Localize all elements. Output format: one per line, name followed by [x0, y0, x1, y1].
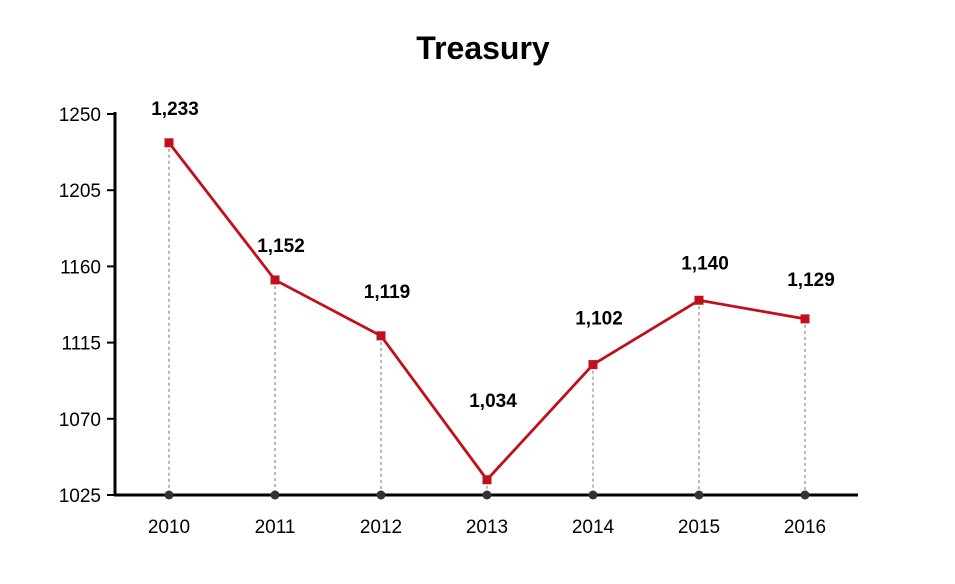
drop-lines [168, 142, 806, 495]
data-point-2010 [164, 138, 174, 148]
x-tick-label-2011: 2011 [255, 517, 296, 538]
baseline-marker-2012 [376, 490, 386, 500]
data-label-2012: 1,119 [364, 282, 411, 303]
data-label-2013: 1,034 [469, 391, 517, 412]
y-tick-label-1070: 1070 [59, 410, 101, 431]
y-tick-label-1160: 1160 [60, 257, 101, 278]
data-label-2014: 1,102 [575, 309, 623, 330]
x-tick-label-2010: 2010 [148, 517, 190, 538]
data-labels: 1,233 1,152 1,119 1,034 1,102 1,140 1,129 [151, 99, 835, 412]
baseline-marker-2011 [270, 490, 280, 500]
x-tick-label-2013: 2013 [466, 517, 508, 538]
data-label-2010: 1,233 [151, 99, 199, 120]
series-line [167, 141, 806, 482]
data-point-2014 [588, 360, 598, 370]
data-point-2016 [800, 314, 810, 324]
data-point-2011 [270, 275, 280, 285]
baseline-marker-2013 [482, 490, 492, 500]
x-tick-label-2015: 2015 [678, 517, 720, 538]
x-axis-ticks: 2010 2011 2012 2013 2014 2015 2016 [148, 517, 826, 538]
y-tick-label-1025: 1025 [59, 486, 101, 507]
baseline-marker-2010 [164, 490, 174, 500]
baseline-marker-2014 [588, 490, 598, 500]
baseline-markers [164, 490, 810, 500]
y-axis-ticks: 1025 1070 1115 1160 1205 1250 [59, 105, 115, 507]
x-tick-label-2014: 2014 [572, 517, 615, 538]
data-point-2015 [694, 295, 704, 305]
baseline-marker-2016 [800, 490, 810, 500]
y-tick-label-1250: 1250 [59, 105, 101, 126]
y-tick-label-1115: 1115 [62, 334, 101, 355]
data-point-2012 [376, 331, 386, 341]
x-tick-label-2016: 2016 [784, 517, 826, 538]
y-tick-label-1205: 1205 [59, 181, 101, 202]
data-label-2016: 1,129 [787, 270, 835, 291]
series [164, 138, 810, 485]
data-point-2013 [482, 475, 492, 485]
baseline-marker-2015 [694, 490, 704, 500]
data-label-2011: 1,152 [257, 236, 305, 257]
data-label-2015: 1,140 [681, 253, 729, 274]
x-tick-label-2012: 2012 [360, 517, 402, 538]
axes [113, 112, 858, 497]
chart-title: Treasury [416, 30, 550, 66]
